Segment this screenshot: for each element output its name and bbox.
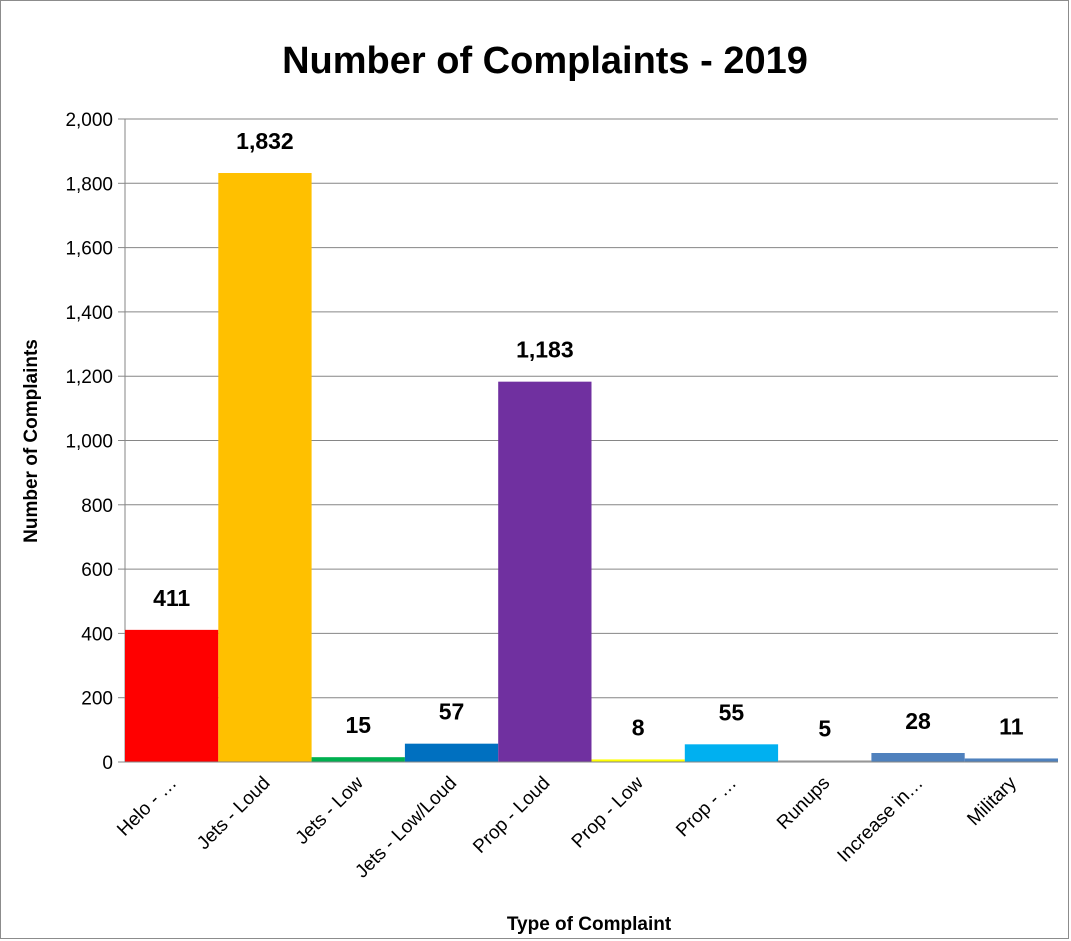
data-label: 28 bbox=[905, 708, 931, 734]
y-tick-label: 1,000 bbox=[65, 432, 113, 453]
data-label: 1,832 bbox=[236, 128, 294, 154]
y-tick-label: 1,600 bbox=[65, 239, 113, 260]
bar bbox=[684, 744, 779, 762]
x-tick-label: Jets - Loud bbox=[193, 773, 274, 854]
x-tick-label: Jets - Low bbox=[292, 772, 368, 848]
bar bbox=[218, 173, 312, 763]
data-label: 411 bbox=[153, 585, 190, 611]
x-tick-label: Helo - … bbox=[113, 773, 181, 841]
x-tick-label: Military bbox=[963, 772, 1021, 830]
y-tick-label: 0 bbox=[102, 753, 113, 774]
y-axis-ticks: 0 200 400 600 800 1,000 1,200 1,400 1,600 1,800 2,… bbox=[65, 110, 113, 774]
bar bbox=[404, 743, 499, 762]
y-tick-label: 2,000 bbox=[65, 110, 113, 131]
y-tick-label: 800 bbox=[81, 496, 113, 517]
x-axis-title: Type of Complaint bbox=[507, 914, 672, 935]
data-label: 11 bbox=[999, 713, 1024, 739]
bar bbox=[125, 629, 219, 762]
x-tick-label: Prop - Low bbox=[568, 772, 648, 852]
y-tick-label: 1,800 bbox=[65, 174, 113, 195]
data-label: 5 bbox=[818, 715, 831, 741]
data-label: 15 bbox=[345, 712, 371, 738]
x-tick-label: Runups bbox=[773, 773, 834, 834]
y-tick-label: 1,200 bbox=[65, 367, 113, 388]
data-label: 57 bbox=[439, 699, 465, 725]
bar bbox=[964, 758, 1058, 762]
bar bbox=[871, 752, 965, 762]
x-tick-label: Jets - Low/Loud bbox=[351, 773, 461, 883]
data-label: 8 bbox=[632, 714, 645, 740]
data-label: 1,183 bbox=[516, 337, 574, 363]
bar bbox=[311, 757, 405, 762]
y-tick-label: 200 bbox=[81, 689, 113, 710]
y-tick-label: 400 bbox=[81, 624, 113, 645]
bar bbox=[498, 381, 592, 762]
bar bbox=[591, 759, 685, 762]
chart-title: Number of Complaints - 2019 bbox=[282, 40, 808, 82]
bars bbox=[125, 173, 1058, 763]
y-tick-label: 600 bbox=[81, 560, 113, 581]
bar bbox=[778, 760, 872, 762]
x-tick-label: Increase in… bbox=[834, 773, 928, 867]
y-axis-title: Number of Complaints bbox=[21, 339, 42, 543]
x-tick-label: Prop - … bbox=[672, 773, 741, 842]
y-tick-label: 1,400 bbox=[65, 303, 113, 324]
data-label: 55 bbox=[719, 699, 745, 725]
x-tick-label: Prop - Loud bbox=[469, 773, 554, 858]
